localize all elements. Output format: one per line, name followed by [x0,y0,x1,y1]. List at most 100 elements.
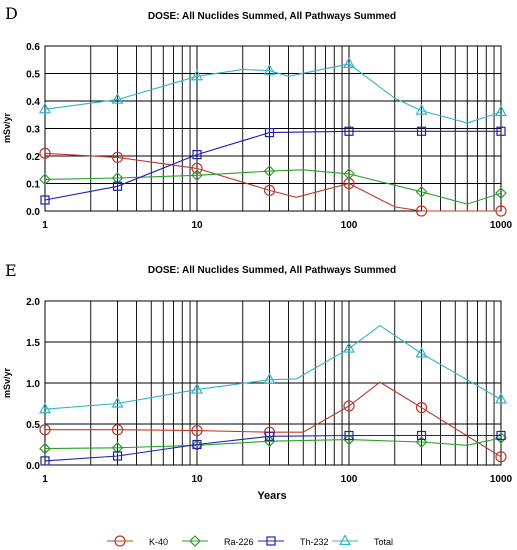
panel-d-point-total [342,57,356,68]
panel-e-line-th232 [44,434,501,462]
legend: K-40 Ra-226 Th-232 Total [107,534,393,547]
panel-d-point-ra226 [495,187,507,199]
legend-label-total: Total [374,537,393,547]
panel-d-line-k40 [44,152,501,212]
panel-e-ylabel: mSv/yr [2,367,12,398]
legend-symbol-total [338,534,352,546]
panel-d-series-ra226 [39,165,507,205]
legend-item-total: Total [332,534,393,547]
panel-d-point-th232 [344,126,354,136]
panel-e-point-ra226 [263,435,276,448]
legend-marker-total [332,534,358,546]
panel-e-point-th232 [344,430,354,441]
panel-d-xtick-label: 10 [191,220,203,231]
panel-e-xtick-label: 10 [191,474,203,485]
legend-symbol-k40 [114,535,126,547]
panel-d-ytick-label: 0.6 [26,42,40,53]
panel-d-point-ra226 [111,172,124,184]
panel-d-series-k40 [39,147,507,217]
panel-e-series-total [38,324,508,414]
panel-d-ytick-label: 0.2 [26,152,40,163]
panel-d-point-ra226 [415,185,428,198]
panel-d-point-k40 [415,205,428,217]
panel-d-ytick-label: 0.1 [26,180,40,191]
panel-d-ylabel: mSv/yr [2,112,12,143]
panel-e-xtick-label: 100 [341,474,358,485]
panel-e-point-th232 [496,430,506,441]
panel-e-series-k40 [39,381,507,463]
panel-e-series-th232 [40,430,506,466]
panel-d-point-ra226 [263,165,276,177]
panel-d-line-ra226 [44,169,502,205]
legend-label-th232: Th-232 [300,537,329,547]
panel-d-point-k40 [263,184,276,196]
panel-d-point-ra226 [39,173,51,186]
panel-e-point-total [38,402,52,414]
panel-e-point-total [111,396,124,408]
panel-e-point-ra226 [415,436,428,448]
panel-d-point-th232 [40,195,50,205]
legend-item-th232: Th-232 [258,536,329,547]
panel-e-point-ra226 [343,433,355,446]
panel-e-point-k40 [111,424,124,436]
panel-e-point-k40 [263,426,276,438]
panel-d-point-k40 [191,162,203,174]
panel-e-point-k40 [343,400,355,412]
panel-d-point-total [111,92,124,104]
panel-d-xtick-label: 1000 [490,220,513,231]
panel-d-xtick-label: 100 [341,220,358,231]
panel-e-point-total [342,341,356,353]
panel-e-line-k40 [45,381,502,458]
panel-d-title: DOSE: All Nuclides Summed, All Pathways … [148,11,396,22]
panel-e-line-total [44,324,502,410]
legend-symbol-ra226 [189,535,201,547]
panel-e-ytick-label: 0.5 [26,420,40,431]
panel-d-xtick-label: 1 [42,220,48,231]
panel-d-point-th232 [264,128,275,138]
panel-d-line-total [44,63,502,124]
panel-e-line-ra226 [44,437,502,450]
panel-d-point-total [263,64,276,75]
panel-d-point-total [415,103,428,115]
panel-e-point-th232 [416,430,427,441]
panel-d-series-total [38,57,508,124]
panel-d-point-th232 [112,181,123,191]
panel-e-title: DOSE: All Nuclides Summed, All Pathways … [148,265,396,276]
panel-e-point-total [494,392,508,404]
panel-e-point-k40 [191,424,203,437]
legend-marker-k40 [107,535,133,547]
panel-e-xlabel: Years [257,490,286,502]
panel-e-xtick-label: 1000 [490,474,513,485]
panel-e-point-th232 [112,451,123,461]
panel-e-plot: 0.0 0.5 1.0 1.5 2.0 1 10 100 1000 [26,297,512,485]
panel-e-point-total [415,346,428,358]
panel-d-ytick-label: 0.0 [26,207,40,218]
panel-e-letter: E [5,261,17,280]
panel-d-series-th232 [40,126,506,205]
panel-e-point-th232 [264,431,275,441]
panel-d-point-ra226 [191,169,203,182]
panel-d-plot: 0.0 0.1 0.2 0.3 0.4 0.5 0.6 1 10 100 1000 [26,42,512,231]
panel-e-point-k40 [415,402,428,414]
panel-e-point-k40 [39,424,51,436]
legend-item-ra226: Ra-226 [182,535,254,547]
legend-marker-ra226 [182,535,208,547]
panel-d-frame [44,45,502,212]
panel-e-point-ra226 [495,432,507,444]
panel-e-point-total [190,382,204,394]
panel-e-ytick-label: 0.0 [26,461,40,472]
panel-e-frame [44,300,502,466]
panel-e-ytick-label: 1.5 [26,338,40,349]
panel-d-point-ra226 [343,168,355,180]
panel-e-ytick-label: 2.0 [26,297,40,308]
legend-label-ra226: Ra-226 [224,537,254,547]
panel-d-point-th232 [416,126,427,136]
panel-d-ytick-label: 0.4 [26,97,40,108]
panel-d-point-th232 [496,126,506,136]
panel-d-point-k40 [495,205,507,217]
legend-symbol-th232 [266,536,276,546]
legend-marker-th232 [258,536,284,546]
panel-e-point-th232 [40,456,50,466]
panel-d-ytick-label: 0.5 [26,70,40,81]
